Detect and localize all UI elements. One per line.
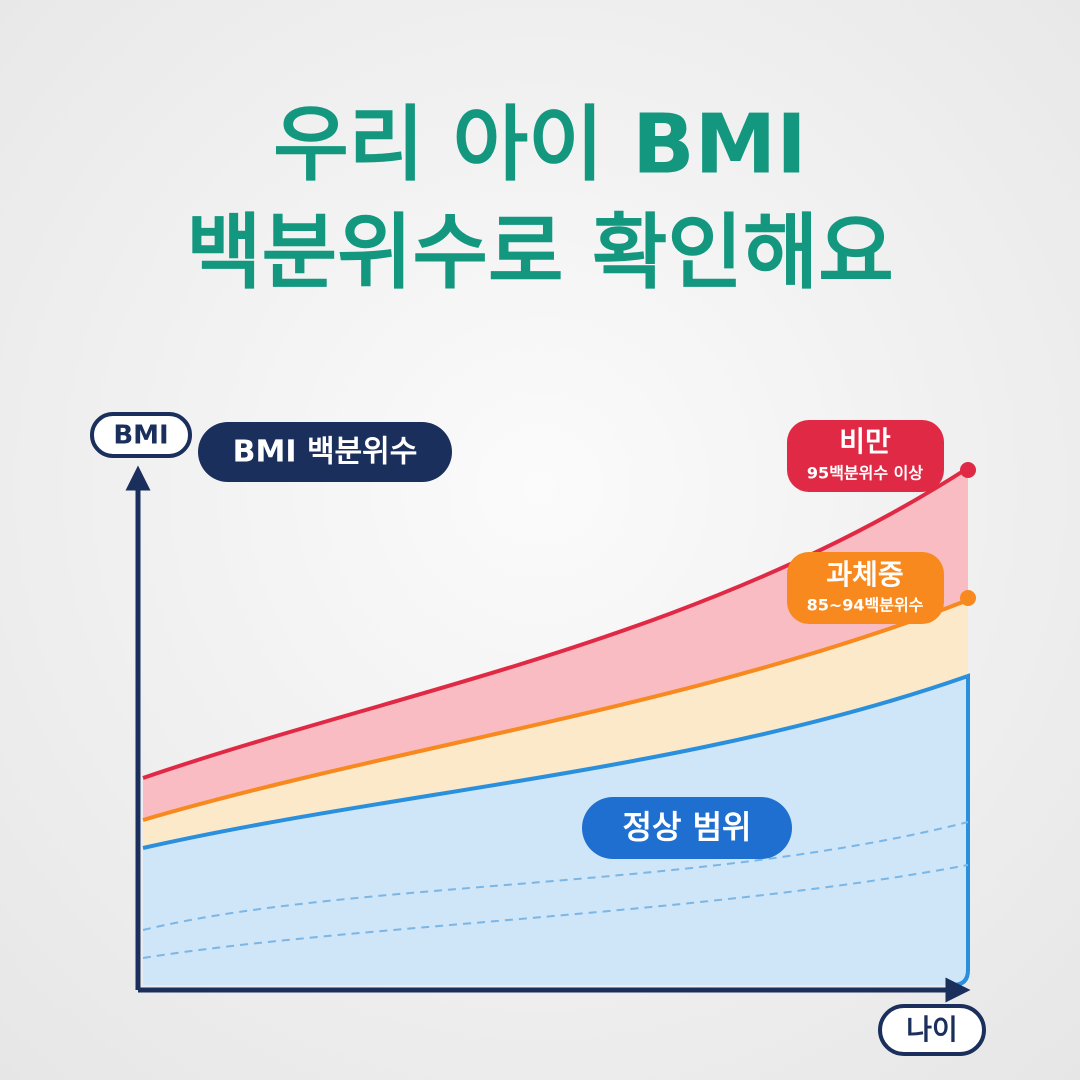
title-line: 우리 아이 BMI: [273, 97, 806, 192]
normal-line: [142, 673, 970, 987]
obese-pill: [787, 420, 944, 492]
y-axis-label: BMI: [113, 421, 168, 451]
chart-label-pill: [198, 422, 452, 482]
dashed-curve: [142, 864, 969, 959]
dashed-curve: [142, 821, 969, 931]
overweight-line: [142, 598, 969, 822]
obese-line: [142, 466, 970, 780]
zone-name: 과체중: [826, 558, 903, 591]
zone-range: 85~94백분위수: [807, 596, 924, 615]
zone-name: 비만: [839, 425, 891, 458]
obese-dot: [960, 462, 976, 478]
normal-area: [143, 676, 968, 985]
chart-label: BMI 백분위수: [233, 435, 418, 470]
y-axis-pill: [90, 412, 192, 458]
title-line: 백분위수로 확인해요: [186, 205, 894, 300]
zone-range: 95백분위수 이상: [807, 464, 923, 483]
overweight-pill: [787, 552, 944, 624]
zone-name: 정상 범위: [623, 808, 752, 846]
x-axis-label: 나이: [906, 1013, 958, 1046]
overweight-dot: [960, 590, 976, 606]
x-axis-pill: [878, 1004, 986, 1056]
normal-pill: [582, 797, 792, 859]
